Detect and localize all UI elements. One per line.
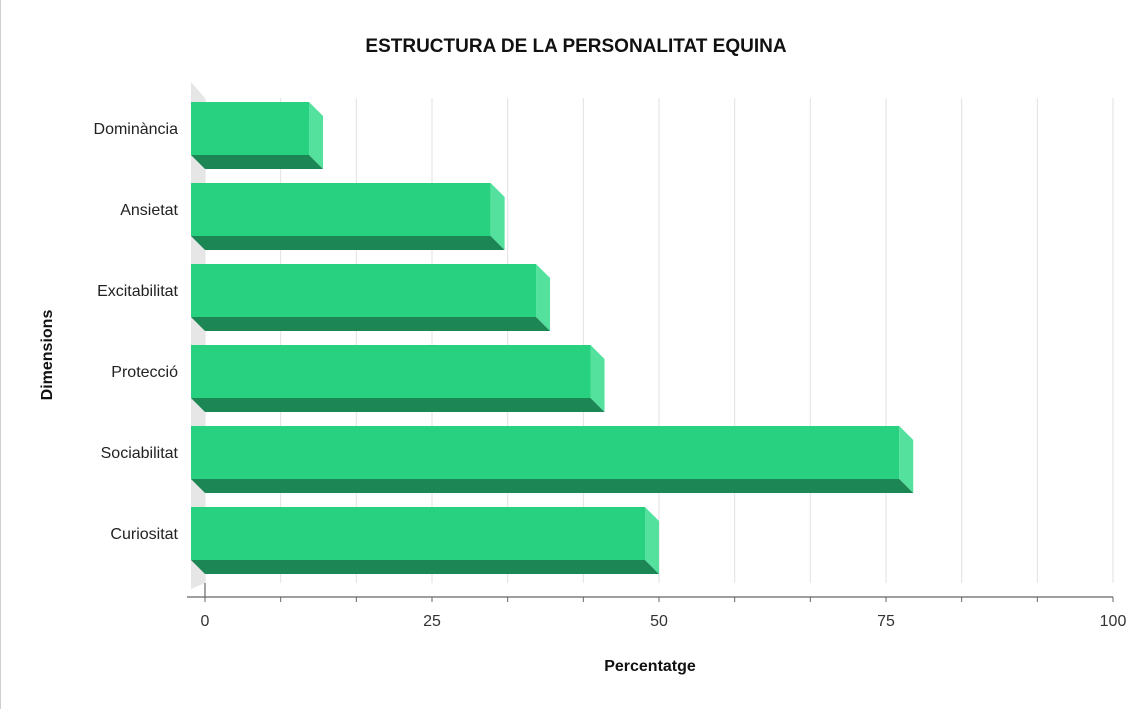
bar-5 <box>191 507 659 574</box>
x-axis <box>187 583 1114 602</box>
bar-side-face <box>536 264 551 331</box>
x-tick-label: 100 <box>1100 613 1127 630</box>
y-axis-title: Dimensions <box>39 310 56 401</box>
bar-front-face <box>191 345 591 398</box>
bar-front-face <box>191 183 491 236</box>
bar-front-face <box>191 102 310 155</box>
bar-4 <box>191 426 914 493</box>
bar-front-face <box>191 426 900 479</box>
grid-lines <box>204 98 1114 583</box>
chart-title: ESTRUCTURA DE LA PERSONALITAT EQUINA <box>365 36 786 57</box>
category-label: Ansietat <box>120 202 178 219</box>
bar-front-face <box>191 507 645 560</box>
bar-0 <box>191 102 324 169</box>
x-axis-title: Percentatge <box>604 658 696 675</box>
bars <box>191 102 914 574</box>
category-label: Protecció <box>111 364 178 381</box>
bar-bottom-face <box>191 398 605 412</box>
bar-1 <box>191 183 505 250</box>
bar-2 <box>191 264 551 331</box>
bar-bottom-face <box>191 560 659 574</box>
x-tick-label: 0 <box>201 613 210 630</box>
category-label: Sociabilitat <box>101 445 179 462</box>
bar-3 <box>191 345 605 412</box>
category-label: Curiositat <box>110 526 178 543</box>
x-tick-label: 25 <box>423 613 441 630</box>
x-tick-label: 75 <box>877 613 895 630</box>
bar-side-face <box>899 426 914 493</box>
category-label: Dominància <box>94 121 179 138</box>
category-label: Excitabilitat <box>97 283 178 300</box>
x-tick-labels: 0 25 50 75 100 <box>201 613 1127 630</box>
bar-side-face <box>645 507 659 574</box>
bar-side-face <box>309 102 324 169</box>
bar-side-face <box>490 183 505 250</box>
bar-side-face <box>590 345 605 412</box>
bar-front-face <box>191 264 537 317</box>
bar-bottom-face <box>191 236 505 250</box>
bar-bottom-face <box>191 479 914 493</box>
bar-bottom-face <box>191 317 551 331</box>
y-category-labels: Dominància Ansietat Excitabilitat Protecció… <box>94 121 179 543</box>
bar-bottom-face <box>191 155 324 169</box>
x-tick-label: 50 <box>650 613 668 630</box>
